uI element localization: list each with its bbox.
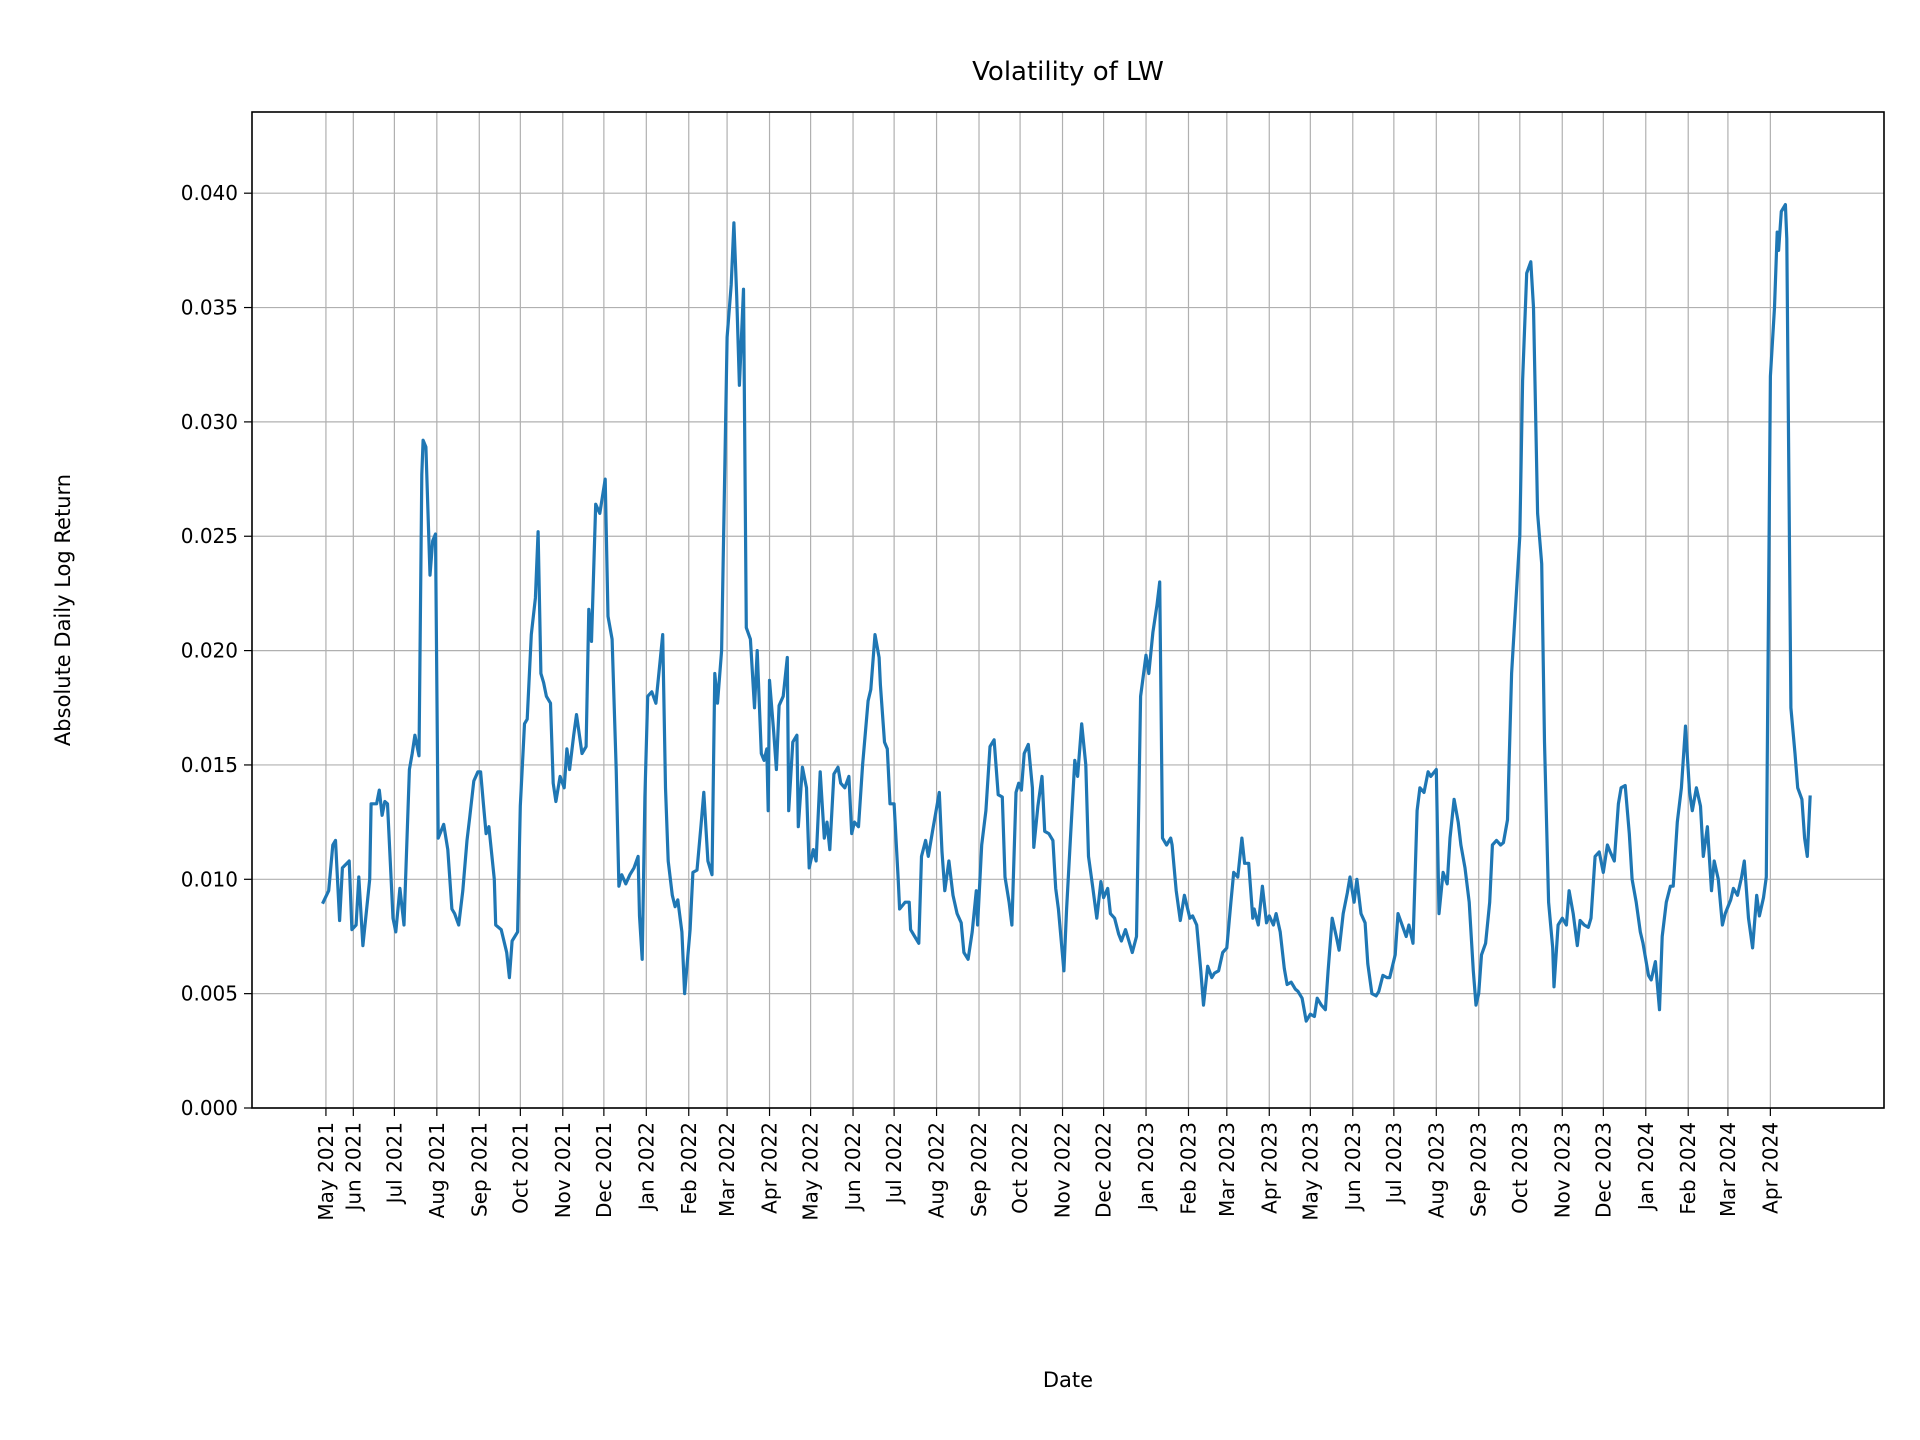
chart-title: Volatility of LW [972, 57, 1164, 87]
x-tick-label: Jan 2022 [634, 1122, 658, 1212]
volatility-line [321, 203, 1812, 1023]
x-tick-label: Nov 2022 [1051, 1122, 1075, 1218]
x-tick-label: Aug 2022 [925, 1122, 949, 1218]
x-tick-label: Mar 2024 [1716, 1122, 1740, 1217]
y-tick-label: 0.025 [181, 524, 238, 548]
y-tick-label: 0.000 [181, 1096, 238, 1120]
x-tick-label: Feb 2022 [677, 1122, 701, 1215]
x-tick-label: Sep 2021 [467, 1122, 491, 1217]
y-tick-label: 0.035 [181, 296, 238, 320]
x-tick-label: Nov 2023 [1550, 1122, 1574, 1218]
x-tick-label: Feb 2023 [1176, 1122, 1200, 1215]
x-tick-label: Dec 2022 [1092, 1122, 1116, 1218]
x-tick-label: Sep 2023 [1467, 1122, 1491, 1217]
axes-frame [251, 111, 1885, 1109]
x-tick-label: Apr 2024 [1758, 1122, 1782, 1214]
x-tick-label: May 2021 [314, 1122, 338, 1221]
x-tick-label: Jul 2021 [382, 1122, 406, 1205]
y-tick-label: 0.030 [181, 410, 238, 434]
x-tick-label: Oct 2022 [1008, 1122, 1032, 1214]
x-tick-label: Dec 2021 [592, 1122, 616, 1218]
x-tick-label: Aug 2021 [425, 1122, 449, 1218]
x-tick-label: Jul 2023 [1382, 1122, 1406, 1205]
x-axis-label: Date [1043, 1368, 1093, 1392]
x-tick-label: Aug 2023 [1424, 1122, 1448, 1218]
x-tick-label: Apr 2022 [758, 1122, 782, 1214]
y-axis-label: Absolute Daily Log Return [51, 474, 75, 746]
x-tick-label: Oct 2021 [508, 1122, 532, 1214]
x-tick-label: Mar 2023 [1215, 1122, 1239, 1217]
x-tick-label: May 2022 [799, 1122, 823, 1221]
y-tick-label: 0.040 [181, 181, 238, 205]
x-tick-label: Jan 2023 [1134, 1122, 1158, 1212]
x-tick-label: Sep 2022 [967, 1122, 991, 1217]
x-tick-label: Jun 2021 [341, 1122, 365, 1213]
series-layer [321, 203, 1812, 1023]
x-tick-label: Jun 2023 [1341, 1122, 1365, 1213]
x-tick-label: Dec 2023 [1591, 1122, 1615, 1218]
x-tick-label: Mar 2022 [715, 1122, 739, 1217]
x-tick-label: Jun 2022 [841, 1122, 865, 1213]
x-axis: May 2021 Jun 2021 Jul 2021 Aug 2021 Sep 2021… [314, 1108, 1782, 1221]
x-tick-label: Nov 2021 [551, 1122, 575, 1218]
y-axis: 0.000 0.005 0.010 0.015 0.020 0.025 0.030 0.035… [181, 181, 252, 1120]
y-tick-label: 0.015 [181, 753, 238, 777]
x-tick-label: Jan 2024 [1634, 1122, 1658, 1212]
x-tick-label: Jul 2022 [882, 1122, 906, 1205]
y-tick-label: 0.010 [181, 867, 238, 891]
x-tick-label: Apr 2023 [1257, 1122, 1281, 1214]
y-tick-label: 0.005 [181, 982, 238, 1006]
x-tick-label: May 2023 [1298, 1122, 1322, 1221]
x-tick-label: Feb 2024 [1676, 1122, 1700, 1215]
y-tick-label: 0.020 [181, 639, 238, 663]
x-tick-label: Oct 2023 [1508, 1122, 1532, 1214]
